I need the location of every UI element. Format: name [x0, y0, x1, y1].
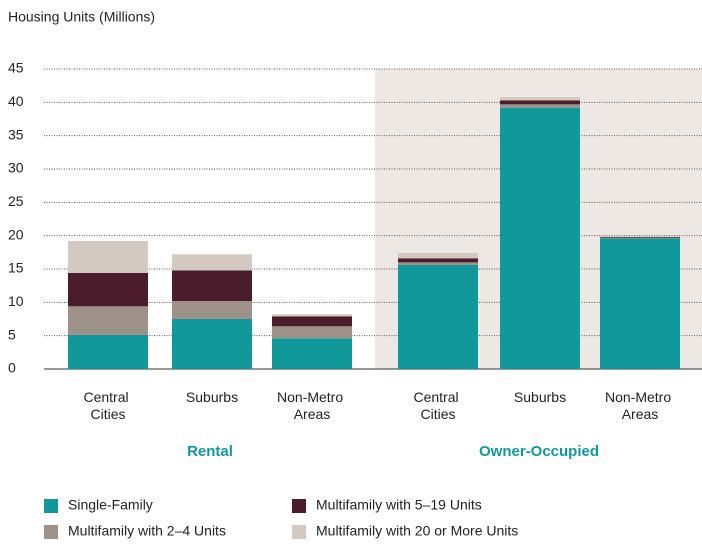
y-tick-label: 35 — [8, 126, 24, 142]
y-tick-label: 5 — [8, 326, 16, 342]
y-tick-label: 30 — [8, 160, 24, 176]
bar-segment — [172, 319, 252, 369]
legend-label: Single-Family — [68, 497, 153, 513]
x-tick-label: Suburbs — [514, 389, 566, 405]
bar-segment — [398, 258, 478, 263]
bar-segment — [172, 270, 252, 301]
legend-swatch — [292, 525, 306, 539]
bar-segment — [68, 335, 148, 369]
bar-segment — [600, 238, 680, 369]
bar-segment — [500, 107, 580, 370]
y-tick-label: 25 — [8, 193, 24, 209]
bar-segment — [500, 104, 580, 108]
x-tick-label: Central Cities — [413, 389, 462, 422]
bar-segment — [68, 241, 148, 273]
y-tick-label: 40 — [8, 93, 24, 109]
bar-segment — [500, 97, 580, 101]
bar-segment — [600, 236, 680, 237]
legend-swatch — [44, 525, 58, 539]
bar-segment — [172, 301, 252, 319]
bar-segment — [398, 265, 478, 369]
x-tick-label: Central Cities — [83, 389, 132, 422]
legend-swatch — [44, 499, 58, 513]
bar-segment — [68, 306, 148, 335]
bar-segment — [272, 326, 352, 339]
group-label: Owner-Occupied — [479, 443, 599, 460]
y-tick-label: 10 — [8, 293, 24, 309]
legend-label: Multifamily with 5–19 Units — [316, 497, 482, 513]
group-label: Rental — [187, 443, 233, 460]
bar-segment — [68, 273, 148, 307]
y-tick-label: 20 — [8, 226, 24, 242]
y-tick-label: 0 — [8, 360, 16, 376]
legend-swatch — [292, 499, 306, 513]
bar-segment — [600, 237, 680, 239]
bar-segment — [272, 314, 352, 317]
x-tick-label: Suburbs — [186, 389, 238, 405]
bar-segment — [500, 100, 580, 105]
legend-label: Multifamily with 20 or More Units — [316, 523, 518, 539]
bar-segment — [398, 262, 478, 265]
y-axis-label: Housing Units (Millions) — [8, 9, 155, 25]
bar-segment — [172, 254, 252, 271]
bar-segment — [600, 237, 680, 238]
bar-segment — [272, 338, 352, 369]
y-tick-label: 45 — [8, 60, 24, 76]
y-tick-label: 15 — [8, 260, 24, 276]
x-tick-label: Non-Metro Areas — [277, 389, 347, 422]
x-tick-label: Non-Metro Areas — [605, 389, 675, 422]
bar-segment — [272, 316, 352, 327]
bar-segment — [398, 253, 478, 259]
legend-label: Multifamily with 2–4 Units — [68, 523, 226, 539]
